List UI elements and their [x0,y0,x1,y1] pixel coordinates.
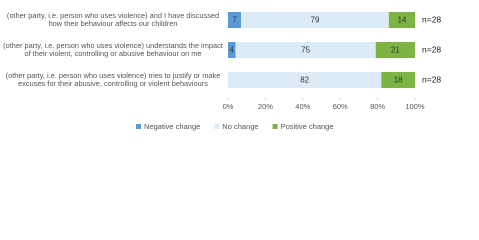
legend-swatch [214,124,220,129]
bar-segment [228,42,236,58]
data-label: 4 [230,46,235,55]
x-tick-label: 100% [405,102,425,111]
x-tick-label: 0% [223,102,234,111]
x-tick-label: 80% [370,102,385,111]
legend-swatch [272,124,278,129]
bar-segment [381,72,415,88]
annotation: n=28 [422,44,441,54]
x-tick-label: 60% [333,102,348,111]
chart-svg: 0% 20% 40% 60% 80% 100% 7 79 14 n=28 4 75 21 n=28 82 18… [136,12,441,131]
legend-label: Negative change [144,122,200,131]
x-tick-label: 40% [295,102,310,111]
bar-segment [375,42,415,58]
data-label: 7 [232,16,237,25]
category-label: (other party, i.e. person who uses viole… [3,40,223,59]
data-label: 18 [394,76,403,85]
bar-segment [228,12,242,28]
data-label: 79 [311,16,320,25]
legend-label: No change [222,122,258,131]
chart: 0% 20% 40% 60% 80% 100% 7 79 14 n=28 4 75 21 n=28 82 18… [3,10,441,131]
annotation: n=28 [422,74,441,84]
bar-segment [241,12,389,28]
data-label: 21 [391,46,400,55]
data-label: 14 [397,16,406,25]
data-label: 82 [300,76,309,85]
bar-segment [235,42,376,58]
x-tick-label: 20% [258,102,273,111]
legend-swatch [136,124,141,129]
category-label: (other party, i.e. person who uses viole… [5,70,221,89]
annotation: n=28 [422,14,441,24]
bar-segment [228,72,382,88]
bar-segment [388,12,415,28]
legend-label: Positive change [281,122,334,131]
category-label: (other party, i.e. person who uses viole… [6,10,220,29]
data-label: 75 [301,46,310,55]
